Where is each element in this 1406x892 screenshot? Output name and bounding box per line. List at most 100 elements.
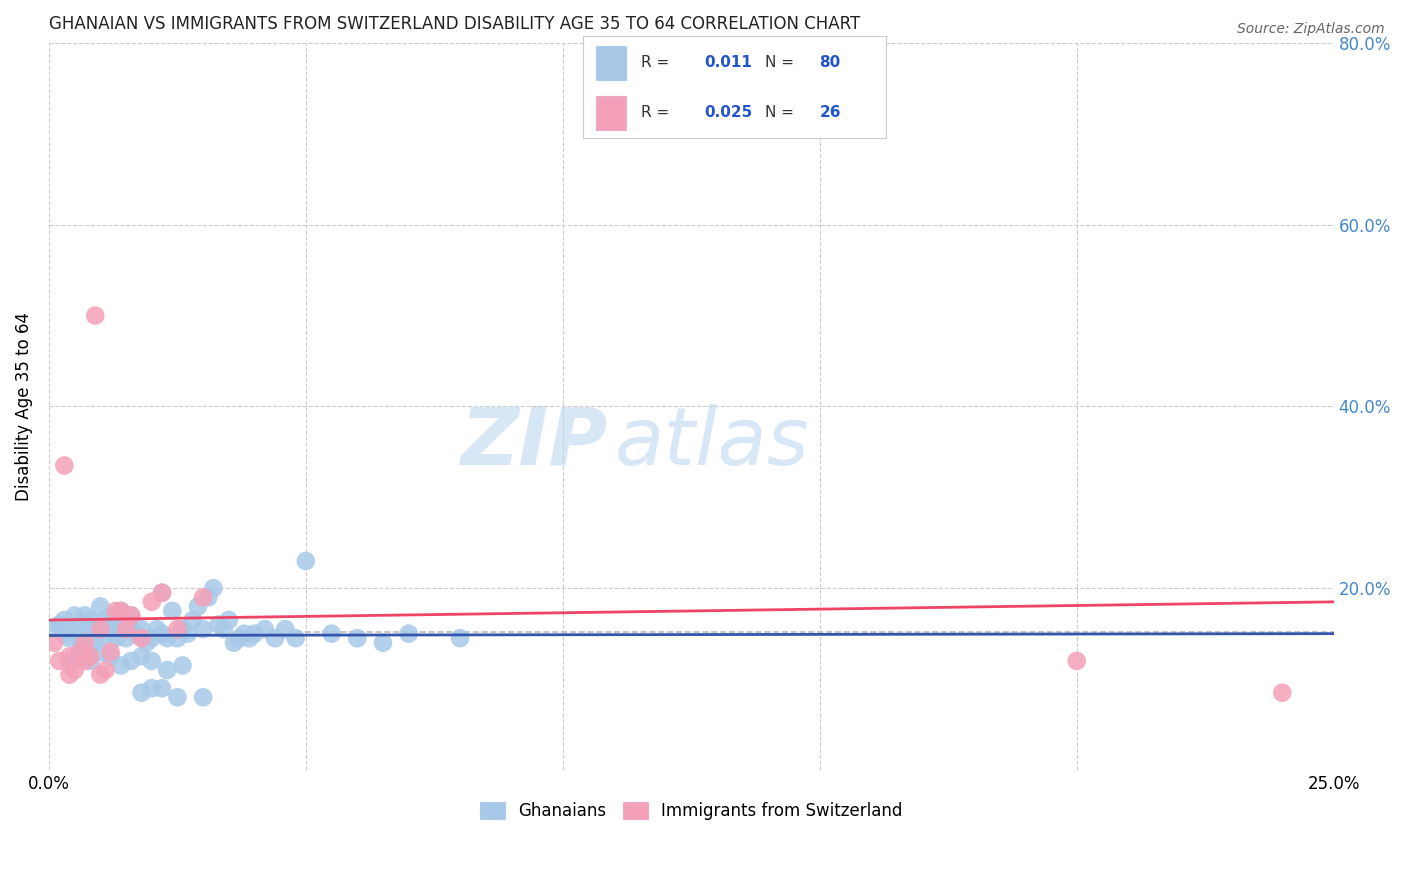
Point (63, 608, 86, 623)
Y-axis label: Disability Age 35 to 64: Disability Age 35 to 64 (15, 312, 32, 501)
Point (141, 654, 163, 668)
Point (181, 613, 204, 627)
Point (135, 636, 157, 650)
Point (166, 690, 188, 705)
Point (73, 608, 96, 623)
Text: R =: R = (641, 54, 673, 70)
Text: R =: R = (641, 105, 673, 120)
Point (53, 458, 76, 473)
Point (120, 622, 142, 636)
Point (69, 645, 91, 659)
Text: N =: N = (765, 105, 799, 120)
Point (1066, 654, 1088, 668)
Point (115, 617, 138, 632)
Point (187, 599, 209, 614)
Point (58, 631, 80, 645)
Point (284, 631, 307, 645)
Point (89, 667, 111, 681)
Point (131, 631, 153, 645)
Text: Source: ZipAtlas.com: Source: ZipAtlas.com (1237, 22, 1385, 37)
Point (69, 617, 91, 632)
Text: 0.025: 0.025 (704, 105, 752, 120)
Point (172, 622, 194, 636)
Point (79, 649, 101, 664)
Point (150, 681, 173, 696)
Point (94, 663, 117, 677)
Point (84, 626, 107, 640)
Point (104, 622, 127, 636)
Point (253, 622, 276, 636)
Point (100, 645, 122, 659)
Point (131, 622, 153, 636)
Point (274, 622, 297, 636)
Text: N =: N = (765, 54, 799, 70)
Point (212, 622, 235, 636)
Point (321, 626, 343, 640)
Point (197, 591, 219, 605)
Point (89, 645, 111, 659)
Text: ZIP: ZIP (460, 404, 607, 482)
Point (89, 622, 111, 636)
Point (233, 626, 256, 640)
Point (110, 604, 132, 618)
Point (264, 631, 287, 645)
Point (42, 636, 65, 650)
Point (238, 631, 260, 645)
Text: 80: 80 (820, 54, 841, 70)
Point (89, 622, 111, 636)
Text: 26: 26 (820, 105, 841, 120)
Point (202, 581, 225, 595)
Point (58, 649, 80, 664)
Text: atlas: atlas (614, 404, 808, 482)
Point (94, 613, 117, 627)
Point (166, 631, 188, 645)
Point (100, 608, 122, 623)
Point (84, 636, 107, 650)
Point (398, 626, 420, 640)
Point (141, 595, 163, 609)
Legend: Ghanaians, Immigrants from Switzerland: Ghanaians, Immigrants from Switzerland (474, 796, 910, 827)
Point (79, 613, 101, 627)
Point (84, 309, 107, 323)
Point (146, 622, 169, 636)
Point (89, 599, 111, 614)
Point (73, 636, 96, 650)
Point (156, 631, 179, 645)
Point (115, 631, 138, 645)
Point (53, 626, 76, 640)
Point (191, 591, 214, 605)
Bar (596, 45, 626, 79)
Point (177, 626, 200, 640)
Point (141, 631, 163, 645)
Point (141, 681, 163, 696)
Point (156, 663, 179, 677)
Point (222, 636, 245, 650)
Point (120, 654, 142, 668)
Bar (596, 96, 626, 130)
Point (150, 626, 173, 640)
Point (243, 626, 266, 640)
Point (73, 654, 96, 668)
Point (166, 622, 188, 636)
Point (104, 631, 127, 645)
Point (58, 667, 80, 681)
Point (100, 631, 122, 645)
Point (69, 645, 91, 659)
Point (63, 622, 86, 636)
Point (69, 631, 91, 645)
Point (48, 617, 70, 632)
Point (110, 604, 132, 618)
Point (115, 622, 138, 636)
Point (295, 554, 318, 568)
Text: GHANAIAN VS IMMIGRANTS FROM SWITZERLAND DISABILITY AGE 35 TO 64 CORRELATION CHAR: GHANAIAN VS IMMIGRANTS FROM SWITZERLAND … (49, 15, 860, 33)
Point (94, 622, 117, 636)
Point (191, 622, 214, 636)
Point (100, 649, 122, 664)
Point (48, 654, 70, 668)
Point (120, 608, 142, 623)
Point (207, 617, 229, 632)
Point (150, 586, 173, 600)
Point (131, 686, 153, 700)
Point (150, 586, 173, 600)
Point (79, 654, 101, 668)
